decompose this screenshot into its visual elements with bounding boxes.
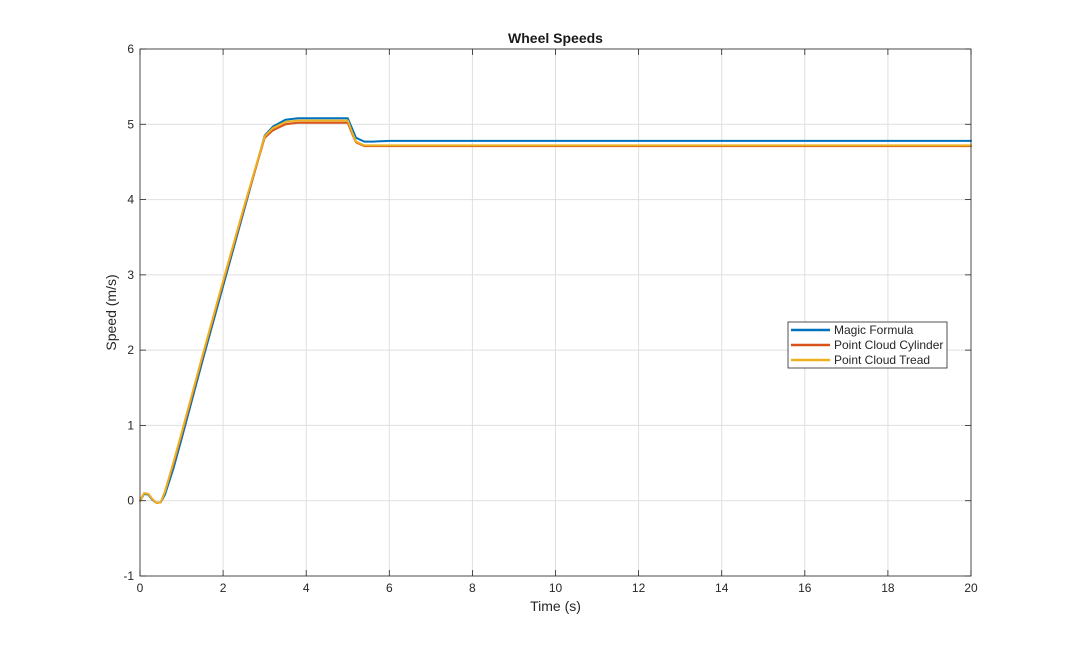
y-tick-label: 2 xyxy=(127,343,134,357)
x-tick-label: 0 xyxy=(137,581,144,595)
y-tick-label: 0 xyxy=(127,494,134,508)
x-tick-label: 8 xyxy=(469,581,476,595)
legend-label: Magic Formula xyxy=(834,323,914,337)
x-tick-label: 4 xyxy=(303,581,310,595)
x-axis-label: Time (s) xyxy=(530,598,581,614)
x-tick-label: 12 xyxy=(632,581,646,595)
plot-lines xyxy=(139,117,972,504)
x-tick-label: 10 xyxy=(549,581,563,595)
x-tick-label: 14 xyxy=(715,581,729,595)
x-tick-label: 18 xyxy=(881,581,895,595)
legend-label: Point Cloud Tread xyxy=(834,353,930,367)
y-tick-label: 1 xyxy=(127,418,134,432)
x-tick-label: 6 xyxy=(386,581,393,595)
x-tick-label: 20 xyxy=(964,581,978,595)
y-tick-label: 6 xyxy=(127,42,134,56)
y-tick-label: 4 xyxy=(127,193,134,207)
y-tick-label: 5 xyxy=(127,117,134,131)
y-tick-label: 3 xyxy=(127,268,134,282)
legend-label: Point Cloud Cylinder xyxy=(834,338,943,352)
y-axis-label: Speed (m/s) xyxy=(103,274,119,350)
x-tick-label: 2 xyxy=(220,581,227,595)
y-tick-label: -1 xyxy=(123,569,134,583)
chart-title: Wheel Speeds xyxy=(508,30,603,46)
x-tick-label: 16 xyxy=(798,581,812,595)
series-line-3 xyxy=(139,119,972,504)
